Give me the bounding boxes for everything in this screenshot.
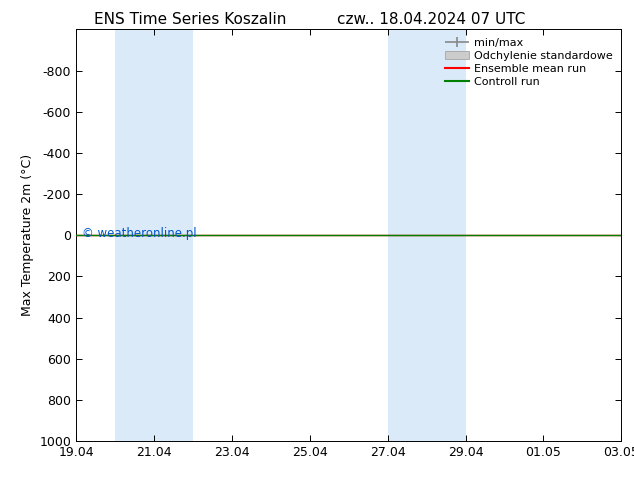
- Bar: [387, 29, 465, 441]
- Text: ENS Time Series Koszalin: ENS Time Series Koszalin: [94, 12, 287, 27]
- Legend: min/max, Odchylenie standardowe, Ensemble mean run, Controll run: min/max, Odchylenie standardowe, Ensembl…: [441, 35, 616, 90]
- Y-axis label: Max Temperature 2m (°C): Max Temperature 2m (°C): [21, 154, 34, 316]
- Bar: [115, 29, 193, 441]
- Text: © weatheronline.pl: © weatheronline.pl: [82, 227, 196, 240]
- Text: czw.. 18.04.2024 07 UTC: czw.. 18.04.2024 07 UTC: [337, 12, 526, 27]
